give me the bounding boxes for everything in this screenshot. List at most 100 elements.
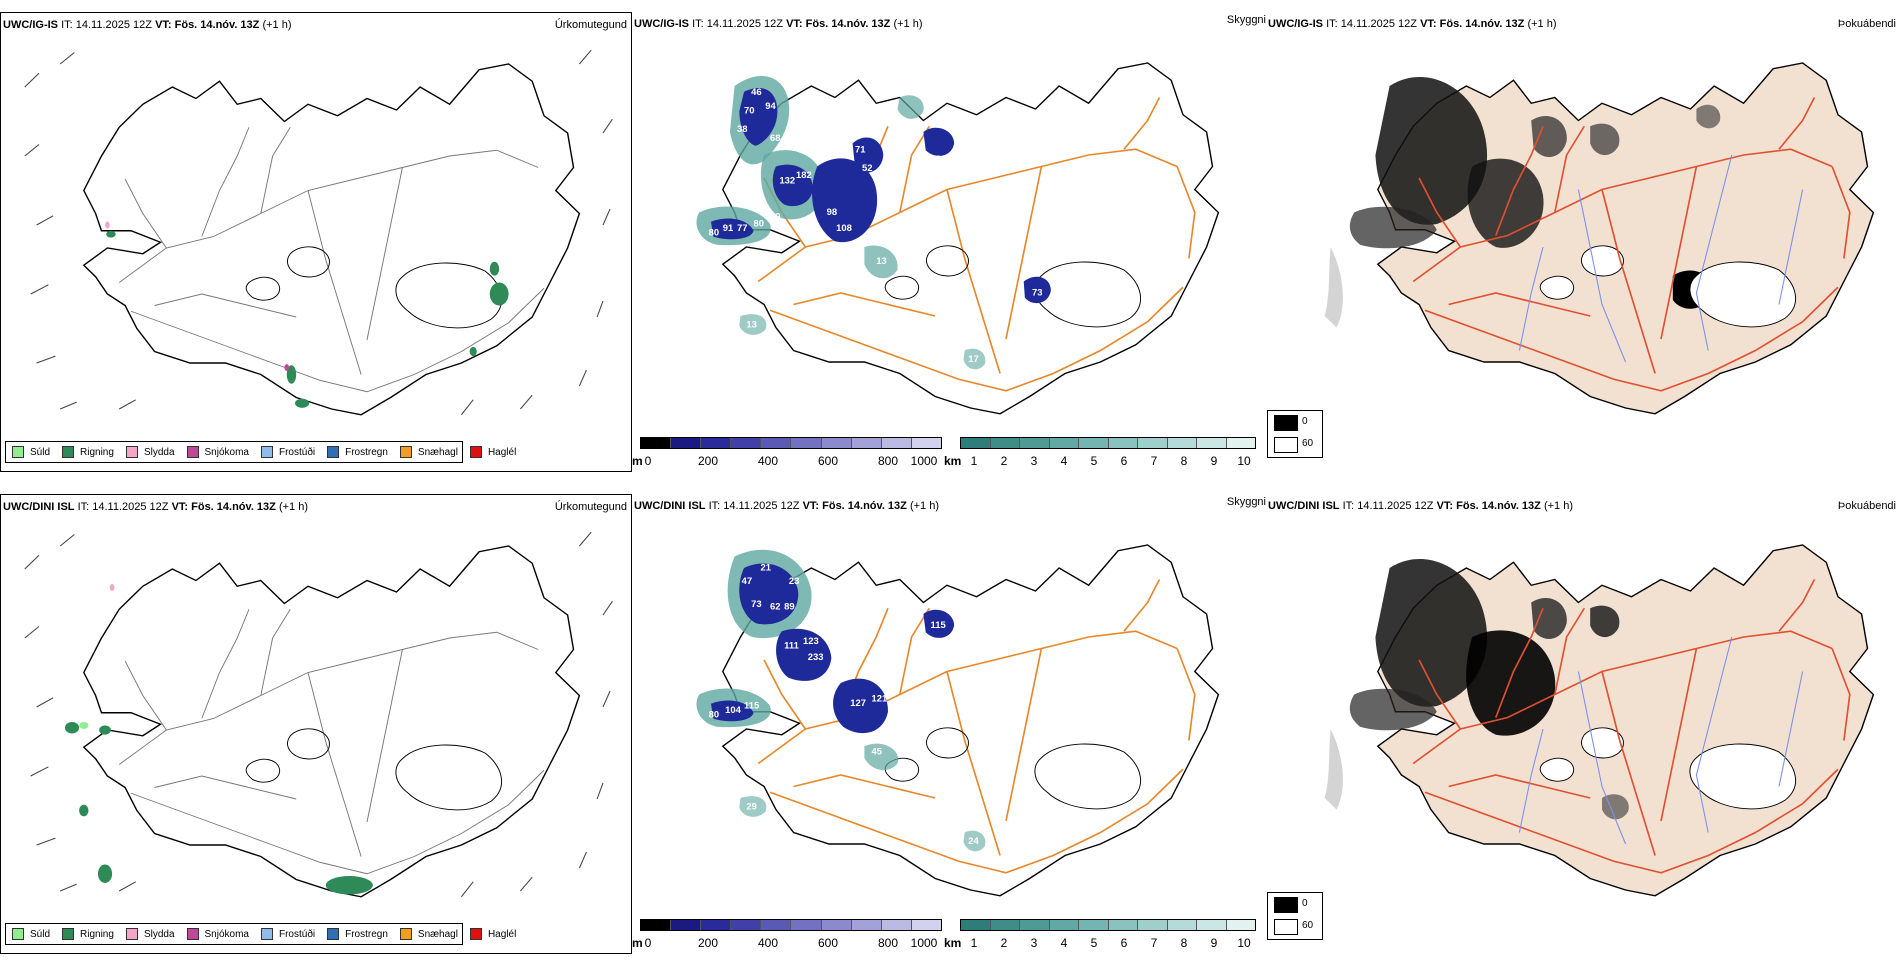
legend-swatch	[125, 928, 138, 940]
it-value: 14.11.2025 12Z	[1357, 500, 1434, 512]
model-name: UWC/IG-IS	[634, 18, 689, 30]
visibility-panel: UWC/DINI ISL IT: 14.11.2025 12Z VT: Fös.…	[632, 494, 1266, 954]
offset: (+1 h)	[909, 500, 940, 512]
legend-swatch	[186, 446, 199, 458]
precip-type-panel: UWC/DINI ISL IT: 14.11.2025 12Z VT: Fös.…	[0, 494, 632, 954]
colorbar-tick: 7	[1150, 936, 1158, 950]
model-name: UWC/DINI ISL	[634, 500, 706, 512]
panel-title: Þokuábendi	[1837, 18, 1896, 30]
legend-label: Rigning	[80, 928, 114, 940]
legend-label: 0	[1302, 898, 1308, 909]
low-visibility-areas	[696, 75, 1051, 370]
it-label: IT:	[708, 500, 721, 512]
legend-swatch	[1274, 919, 1298, 935]
vis-label: 108	[930, 154, 946, 164]
vis-label: 47	[742, 576, 752, 586]
precip-areas	[64, 583, 373, 895]
panel-title: Skyggni	[1226, 14, 1266, 26]
vis-label: 94	[765, 101, 776, 111]
fog-legend: 0 60	[1267, 892, 1323, 940]
legend-label: Haglél	[487, 446, 517, 458]
legend-item-snow: Snjókoma	[186, 446, 249, 458]
legend-swatch	[327, 446, 340, 458]
legend-label: Súld	[30, 446, 51, 458]
legend-item-rain: Rigning	[62, 928, 114, 940]
vis-label: 91	[723, 223, 733, 233]
vis-label: 132	[779, 176, 795, 186]
vis-label: 80	[709, 710, 719, 720]
vis-label: 60	[770, 212, 780, 222]
vis-label: 21	[761, 562, 771, 572]
visibility-map: 46 70 94 68 97 38 132 182 71 52 80 91 77…	[696, 62, 1220, 415]
it-value: 14.11.2025 12Z	[92, 501, 169, 513]
legend-swatch	[399, 928, 412, 940]
vis-label: 97	[791, 136, 801, 146]
legend-swatch	[186, 928, 199, 940]
vt-label: VT:	[155, 19, 172, 31]
forecast-row-dini: UWC/DINI ISL IT: 14.11.2025 12Z VT: Fös.…	[0, 494, 1900, 964]
colorbar-tick: 9	[1210, 454, 1218, 468]
colorbar-strip	[640, 919, 942, 931]
precip-map	[24, 49, 613, 416]
legend-label: Frostregn	[345, 928, 388, 940]
visibility-km-colorbar: km 1 2 3 4 5 6 7 8 9 10	[944, 919, 1262, 953]
legend-item-snow-pellets: Snæhagl	[399, 928, 458, 940]
forecast-row-igis: UWC/IG-IS IT: 14.11.2025 12Z VT: Fös. 14…	[0, 12, 1900, 482]
colorbar-tick: 2	[1000, 454, 1008, 468]
legend-item-drizzle: Súld	[12, 928, 50, 940]
colorbar-tick: 6	[1120, 936, 1128, 950]
vis-label: 52	[890, 141, 900, 151]
visibility-km-colorbar: km 1 2 3 4 5 6 7 8 9 10	[944, 437, 1262, 471]
colorbar-tick: 6	[1120, 454, 1128, 468]
colorbar-tick: 400	[757, 936, 779, 950]
colorbar-tick: 1000	[910, 936, 938, 950]
vis-label: 24	[968, 836, 979, 846]
model-name: UWC/IG-IS	[3, 19, 58, 31]
panel-header: UWC/IG-IS IT: 14.11.2025 12Z VT: Fös. 14…	[3, 19, 292, 31]
vis-label: 108	[836, 223, 852, 233]
colorbar-tick: 400	[757, 454, 779, 468]
legend-label: Slydda	[143, 928, 175, 940]
vis-label: 98	[827, 207, 837, 217]
vis-label: 45	[871, 746, 881, 756]
colorbar-tick: 600	[817, 454, 839, 468]
vis-label: 73	[1032, 287, 1042, 297]
vt-label: VT:	[1436, 500, 1454, 512]
panel-header: UWC/DINI ISL IT: 14.11.2025 12Z VT: Fös.…	[634, 500, 939, 512]
colorbar-tick: 800	[877, 936, 899, 950]
colorbar-tick: 10	[1237, 454, 1251, 468]
colorbar-tick: 3	[1030, 454, 1038, 468]
legend-item-sleet: Slydda	[125, 446, 175, 458]
colorbar-tick: 1	[970, 454, 978, 468]
legend-swatch	[1274, 415, 1298, 431]
it-label: IT:	[77, 501, 90, 513]
legend-swatch	[327, 928, 340, 940]
panel-title: Úrkomutegund	[554, 19, 627, 31]
legend-label: 0	[1302, 416, 1308, 427]
visibility-labels: 21 47 23 73 62 89 111 123 233 110 115 12…	[709, 562, 980, 846]
precip-type-panel: UWC/IG-IS IT: 14.11.2025 12Z VT: Fös. 14…	[0, 12, 632, 472]
visibility-labels: 46 70 94 68 97 38 132 182 71 52 80 91 77…	[709, 87, 1043, 364]
panel-title: Þokuábendi	[1837, 500, 1896, 512]
legend-label: Frostúði	[278, 446, 316, 458]
colorbar-tick: 200	[697, 454, 719, 468]
vis-label: 115	[744, 700, 759, 710]
precip-type-legend: Súld Rigning Slydda Snjókoma Frostúði Fr…	[5, 441, 516, 463]
vis-label: 111	[784, 641, 799, 651]
vis-label: 127	[850, 698, 866, 708]
legend-swatch	[399, 446, 412, 458]
vis-label: 89	[784, 602, 794, 612]
vis-label: 52	[862, 163, 872, 173]
colorbar-tick: 600	[817, 936, 839, 950]
legend-swatch	[1274, 897, 1298, 913]
legend-label: 60	[1302, 920, 1314, 931]
visibility-m-colorbar: m 0 200 400 600 800 1000	[632, 437, 942, 471]
vis-label: 115	[930, 620, 945, 630]
fog-map	[1324, 544, 1875, 897]
coastline	[83, 63, 581, 416]
vis-label: 62	[770, 602, 780, 612]
visibility-map: 21 47 23 73 62 89 111 123 233 110 115 12…	[696, 544, 1220, 897]
panel-header: UWC/DINI ISL IT: 14.11.2025 12Z VT: Fös.…	[1268, 500, 1573, 512]
offset: (+1 h)	[1543, 500, 1574, 512]
colorbar-tick: 4	[1060, 936, 1068, 950]
